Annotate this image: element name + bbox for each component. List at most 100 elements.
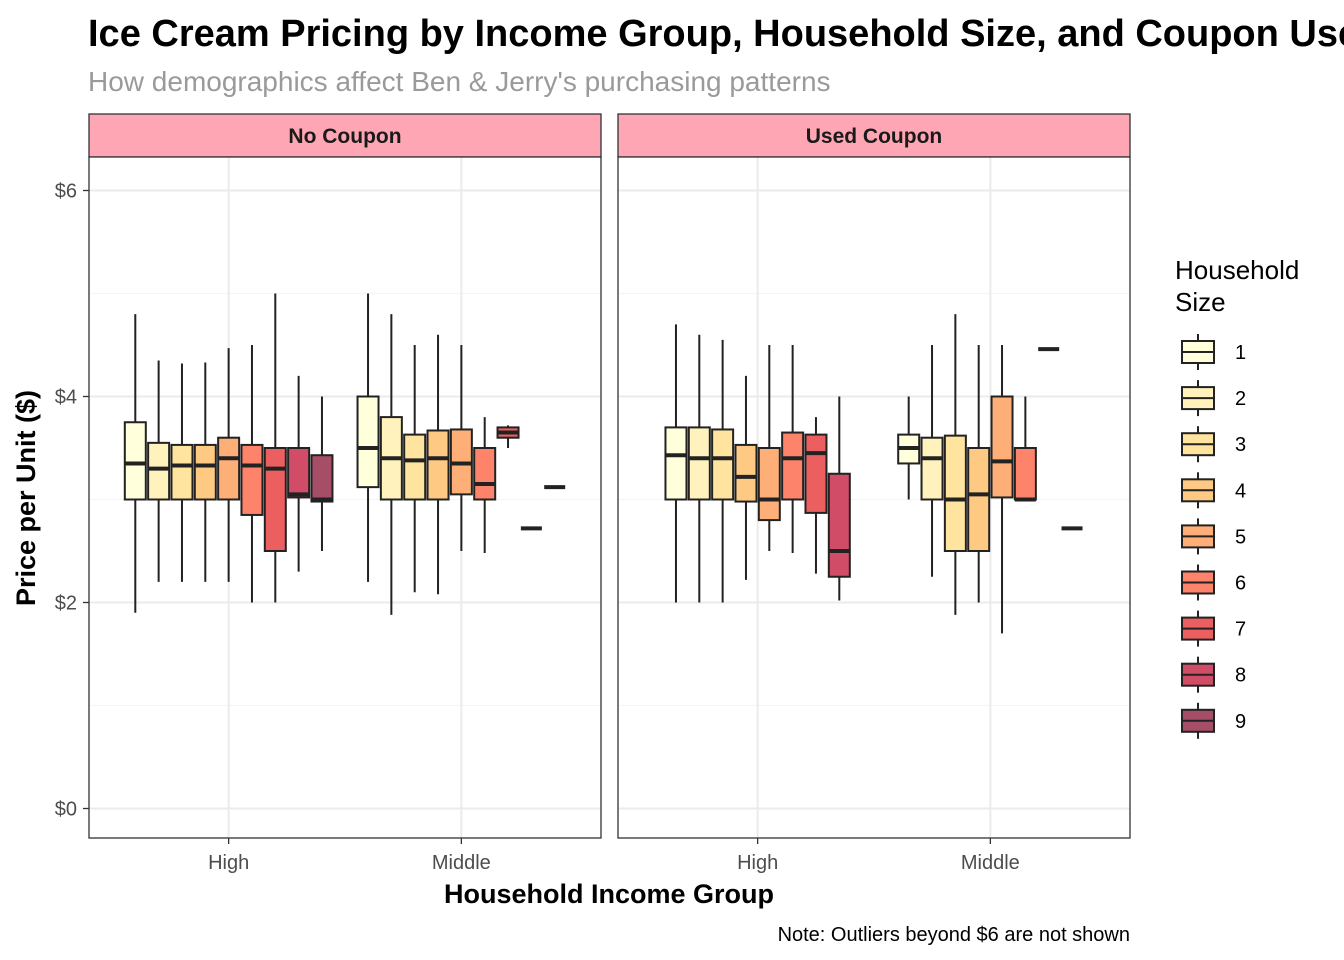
box bbox=[403, 345, 427, 593]
legend-title: Household bbox=[1175, 255, 1299, 285]
box-body bbox=[310, 454, 334, 503]
facet-strip bbox=[617, 113, 1131, 158]
box bbox=[170, 363, 194, 582]
box-body bbox=[711, 428, 735, 501]
y-tick-label: $4 bbox=[55, 387, 77, 409]
legend-label: 9 bbox=[1235, 711, 1246, 733]
box bbox=[664, 324, 688, 603]
box-body bbox=[757, 447, 781, 522]
legend-title: Size bbox=[1175, 287, 1226, 317]
box-body bbox=[287, 447, 311, 499]
box bbox=[147, 360, 171, 582]
box-body bbox=[920, 436, 944, 501]
legend-key: 4 bbox=[1181, 472, 1246, 509]
x-tick-label: Middle bbox=[432, 852, 491, 874]
box-body bbox=[990, 395, 1014, 499]
y-axis: $0 $2 $4 $6 bbox=[55, 181, 89, 821]
box-body bbox=[147, 441, 171, 501]
legend-label: 5 bbox=[1235, 526, 1246, 548]
box bbox=[310, 396, 334, 551]
panel-border bbox=[617, 156, 1131, 839]
box-group-middle bbox=[356, 293, 566, 615]
box bbox=[449, 345, 473, 551]
box-body bbox=[664, 426, 688, 501]
legend-label: 8 bbox=[1235, 665, 1246, 687]
box-body bbox=[687, 426, 711, 501]
legend-key: 6 bbox=[1181, 564, 1246, 601]
legend-key: 8 bbox=[1181, 656, 1246, 693]
box bbox=[426, 334, 450, 595]
y-tick-label: $2 bbox=[55, 593, 77, 615]
y-tick-label: $0 bbox=[55, 799, 77, 821]
legend-key: 9 bbox=[1181, 702, 1246, 739]
legend-label: 2 bbox=[1235, 388, 1246, 410]
legend-label: 1 bbox=[1235, 342, 1246, 364]
facet-strip-label: Used Coupon bbox=[806, 125, 943, 148]
legend-key: 3 bbox=[1181, 426, 1246, 463]
box bbox=[920, 345, 944, 577]
legend-key: 5 bbox=[1181, 518, 1246, 555]
box bbox=[287, 375, 311, 572]
box bbox=[263, 293, 287, 603]
legend-key: 7 bbox=[1181, 610, 1246, 647]
facet-strip bbox=[88, 113, 602, 158]
chart-title: Ice Cream Pricing by Income Group, House… bbox=[88, 13, 1344, 55]
box bbox=[757, 345, 781, 551]
box-body bbox=[403, 433, 427, 501]
box-group-middle bbox=[897, 314, 1083, 634]
box bbox=[356, 293, 380, 582]
facet-strip-label: No Coupon bbox=[288, 125, 401, 148]
box bbox=[1013, 396, 1037, 502]
box bbox=[711, 339, 735, 603]
x-tick-label: High bbox=[737, 852, 778, 874]
gridlines bbox=[618, 157, 1130, 838]
box bbox=[123, 314, 147, 613]
box-body bbox=[943, 434, 967, 553]
legend-key: 2 bbox=[1181, 380, 1246, 417]
facet-panel: Used Coupon bbox=[617, 113, 1131, 839]
box bbox=[897, 396, 921, 500]
legend-label: 4 bbox=[1235, 480, 1246, 502]
box bbox=[781, 345, 805, 554]
box-body bbox=[781, 431, 805, 501]
box bbox=[827, 396, 851, 601]
box-body bbox=[1013, 447, 1037, 501]
box-body bbox=[263, 447, 287, 552]
box-body bbox=[170, 443, 194, 501]
x-tick-label: High bbox=[208, 852, 249, 874]
x-axis: High Middle High Middle bbox=[208, 838, 1020, 874]
box-body bbox=[734, 443, 758, 503]
box-body bbox=[193, 443, 217, 501]
box-body bbox=[426, 429, 450, 501]
box bbox=[193, 362, 217, 582]
panel-border bbox=[88, 156, 602, 839]
box bbox=[473, 417, 497, 554]
box bbox=[240, 345, 264, 603]
box-body bbox=[804, 433, 828, 514]
box bbox=[990, 345, 1014, 634]
legend-label: 7 bbox=[1235, 619, 1246, 641]
facet-panel: No Coupon bbox=[88, 113, 602, 839]
box-body bbox=[827, 472, 851, 578]
facet-panels: No Coupon Used Coupon bbox=[88, 113, 1131, 839]
y-axis-title: Price per Unit ($) bbox=[11, 390, 41, 606]
box-body bbox=[356, 395, 380, 489]
box bbox=[379, 314, 403, 615]
box-body bbox=[123, 421, 147, 501]
x-tick-label: Middle bbox=[961, 852, 1020, 874]
box-group-high bbox=[123, 293, 334, 613]
box bbox=[687, 334, 711, 603]
legend-key: 1 bbox=[1181, 334, 1246, 370]
x-axis-title: Household Income Group bbox=[444, 879, 774, 909]
box-body bbox=[967, 447, 991, 552]
box-body bbox=[240, 443, 264, 516]
chart-caption: Note: Outliers beyond $6 are not shown bbox=[778, 924, 1130, 946]
box bbox=[217, 348, 241, 582]
box bbox=[496, 425, 520, 448]
legend-label: 6 bbox=[1235, 573, 1246, 595]
box bbox=[967, 345, 991, 603]
box bbox=[943, 314, 967, 615]
box-body bbox=[473, 447, 497, 501]
